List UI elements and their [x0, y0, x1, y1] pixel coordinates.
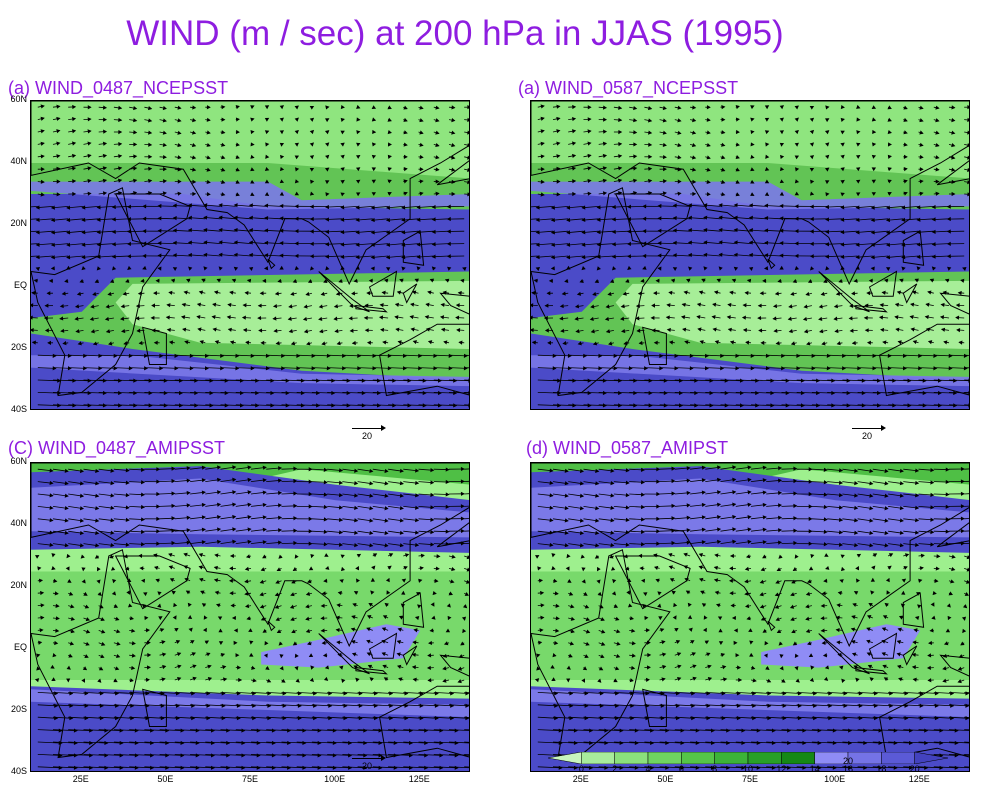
longitude-tick-label: 100E: [824, 774, 846, 784]
legend-tick-label: 16: [842, 764, 853, 774]
legend-tick-label: 20: [909, 764, 920, 774]
panel-d-title: (d) WIND_0587_AMIPST: [526, 438, 729, 458]
panel-a-title: (a) WIND_0487_NCEPSST: [8, 78, 229, 98]
longitude-tick-label: 125E: [408, 774, 430, 784]
longitude-tick-label: 25E: [572, 774, 589, 784]
wind-speed-shading: [531, 463, 969, 771]
latitude-tick-label: 40N: [10, 518, 27, 528]
wind-vectors: [31, 104, 469, 408]
legend-swatch: [847, 752, 882, 764]
longitude-tick-label: 25E: [72, 774, 89, 784]
legend-tick-label: 0: [578, 764, 584, 774]
legend-tick-label: 14: [809, 764, 820, 774]
wind-vectors: [531, 104, 969, 408]
latitude-tick-label: 20S: [10, 342, 27, 352]
latitude-tick-label: 60N: [10, 456, 27, 466]
legend-swatch: [914, 752, 948, 764]
legend-tick-label: 8: [712, 764, 718, 774]
legend-tick-label: 4: [645, 764, 651, 774]
panel-b-title: (a) WIND_0587_NCEPSST: [518, 78, 739, 98]
legend-swatch: [747, 752, 782, 764]
panel-a-map: [30, 100, 470, 410]
legend-swatch: [781, 752, 815, 764]
panel-b-map: [530, 100, 970, 410]
latitude-tick-label: EQ: [13, 280, 27, 290]
legend-swatch: [681, 752, 715, 764]
legend-swatch: [614, 752, 649, 764]
panel-c-reference-vector: 20: [352, 755, 386, 772]
legend-tick-label: 10: [742, 764, 753, 774]
panel-b-reference-vector: 20: [852, 425, 886, 442]
legend-swatch: [881, 752, 915, 764]
legend-center-label: 20: [842, 756, 853, 766]
legend-swatch: [814, 752, 849, 764]
panel-c-title: (C) WIND_0487_AMIPSST: [8, 438, 226, 458]
latitude-tick-label: 20S: [10, 704, 27, 714]
longitude-tick-label: 125E: [908, 774, 930, 784]
panel-a-reference-vector: 20: [352, 425, 386, 442]
wind-vectors: [34, 465, 469, 770]
legend-swatch: [548, 752, 582, 764]
longitude-tick-label: 100E: [324, 774, 346, 784]
longitude-tick-label: 50E: [157, 774, 174, 784]
longitude-tick-label: 75E: [241, 774, 258, 784]
color-legend: 0 2 4 6 8 10 12 14 16 18 20 20: [548, 752, 948, 776]
legend-swatch: [714, 752, 749, 764]
legend-colorbar: [548, 752, 948, 764]
reference-vector-label: 20: [862, 431, 873, 441]
legend-tick-label: 2: [612, 764, 618, 774]
reference-vector-label: 20: [362, 431, 373, 441]
legend-swatch: [581, 752, 615, 764]
latitude-tick-label: 60N: [10, 94, 27, 104]
longitude-tick-label: 75E: [741, 774, 758, 784]
latitude-tick-label: 20N: [10, 580, 27, 590]
legend-tick-label: 12: [776, 764, 787, 774]
reference-vector-label: 20: [362, 761, 373, 771]
latitude-tick-label: 20N: [10, 218, 27, 228]
legend-tick-label: 6: [678, 764, 684, 774]
latitude-tick-label: EQ: [13, 642, 27, 652]
panel-d-map: [530, 462, 970, 772]
panel-c-map: [30, 462, 470, 772]
figure-title: WIND (m / sec) at 200 hPa in JJAS (1995): [126, 14, 784, 53]
wind-speed-shading: [31, 101, 469, 409]
legend-swatch: [647, 752, 682, 764]
legend-tick-label: 18: [876, 764, 887, 774]
latitude-tick-label: 40S: [10, 766, 27, 776]
wind-vectors: [534, 465, 969, 770]
latitude-tick-label: 40N: [10, 156, 27, 166]
latitude-tick-label: 40S: [10, 404, 27, 414]
longitude-tick-label: 50E: [657, 774, 674, 784]
